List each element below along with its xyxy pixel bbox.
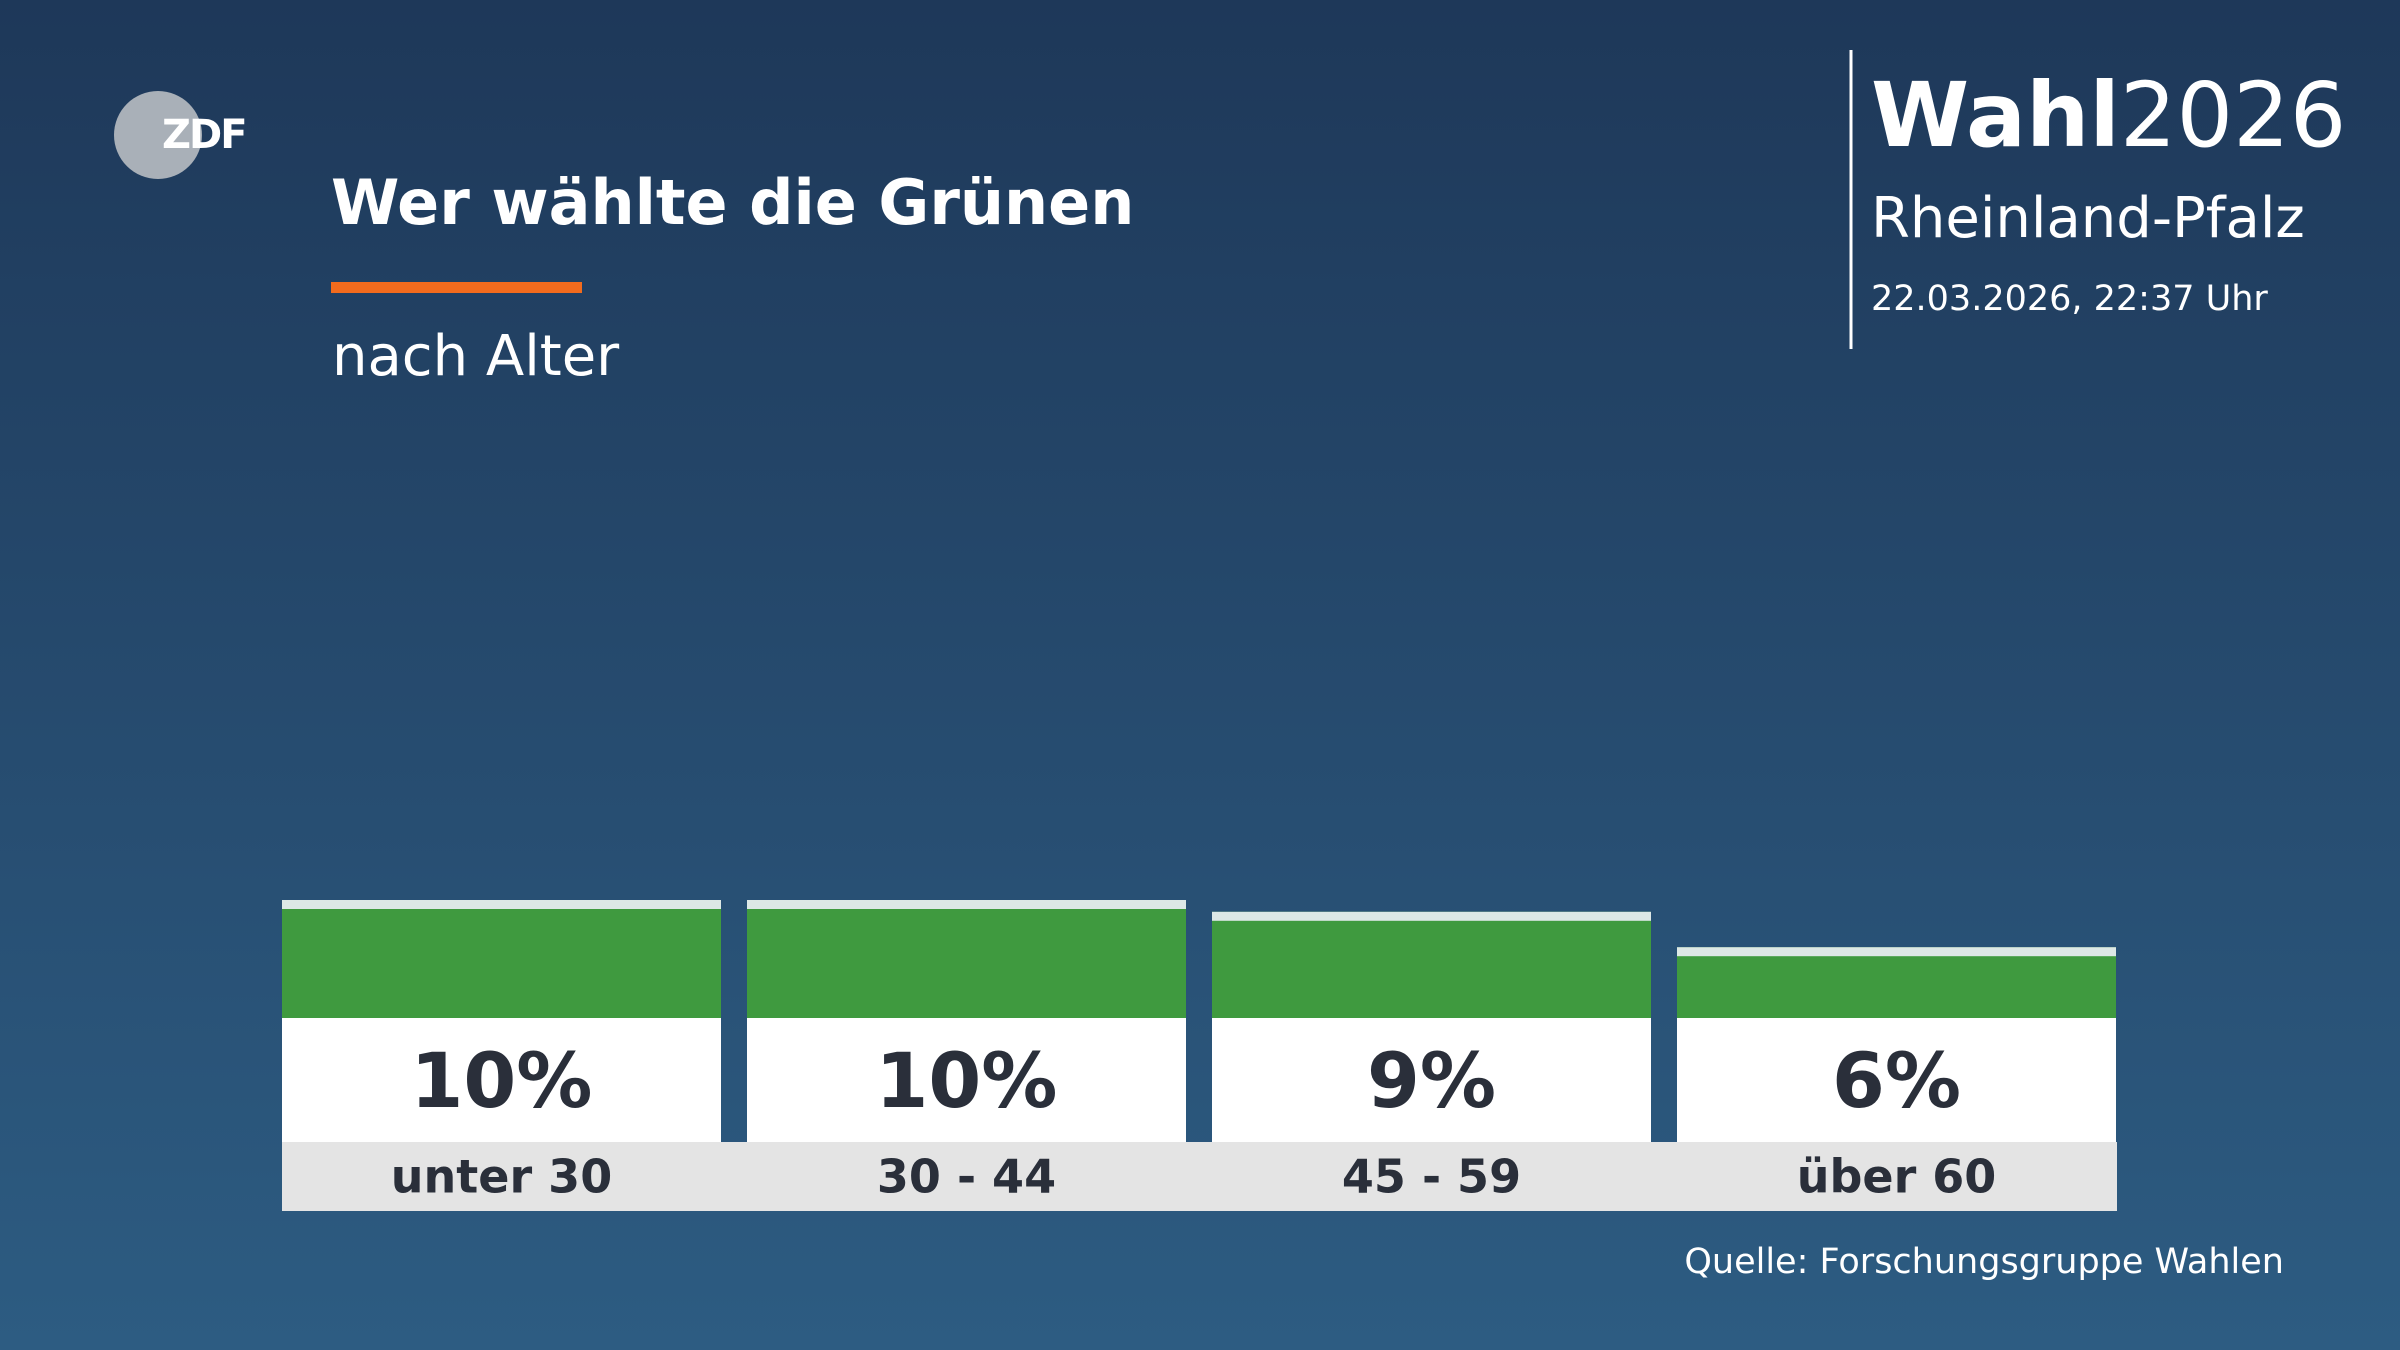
bar — [282, 900, 721, 1018]
value-label: 6% — [1832, 1036, 1961, 1125]
value-label: 10% — [876, 1036, 1058, 1125]
chart-title: Wer wählte die Grünen — [331, 166, 1134, 239]
category-label: 45 - 59 — [1342, 1150, 1521, 1204]
brand-year: 2026 — [2120, 63, 2347, 167]
label-strip — [282, 1142, 2117, 1211]
bar-cap — [1212, 911, 1651, 921]
title-underline — [331, 282, 582, 293]
bar — [1677, 947, 2116, 1018]
value-label: 9% — [1367, 1036, 1496, 1125]
chart-subtitle: nach Alter — [332, 324, 620, 389]
category-label: über 60 — [1797, 1150, 1997, 1204]
bar-cap — [747, 900, 1186, 909]
region: Rheinland-Pfalz — [1871, 186, 2305, 251]
bar-cap — [282, 900, 721, 909]
timestamp: 22.03.2026, 22:37 Uhr — [1871, 279, 2268, 319]
source: Quelle: Forschungsgruppe Wahlen — [1684, 1242, 2284, 1282]
logo-circle — [114, 91, 202, 179]
logo: ZDF — [162, 112, 246, 158]
category-label: unter 30 — [391, 1150, 612, 1204]
value-box — [747, 1018, 1186, 1142]
value-box — [1212, 1018, 1651, 1142]
brand-name: Wahl — [1871, 63, 2120, 167]
category-label: 30 - 44 — [877, 1150, 1056, 1204]
value-label: 10% — [411, 1036, 593, 1125]
value-box — [282, 1018, 721, 1142]
bar — [1212, 911, 1651, 1018]
bar-cap — [1677, 947, 2116, 957]
bar — [747, 900, 1186, 1018]
brand: Wahl2026 — [1871, 63, 2346, 167]
value-box — [1677, 1018, 2116, 1142]
